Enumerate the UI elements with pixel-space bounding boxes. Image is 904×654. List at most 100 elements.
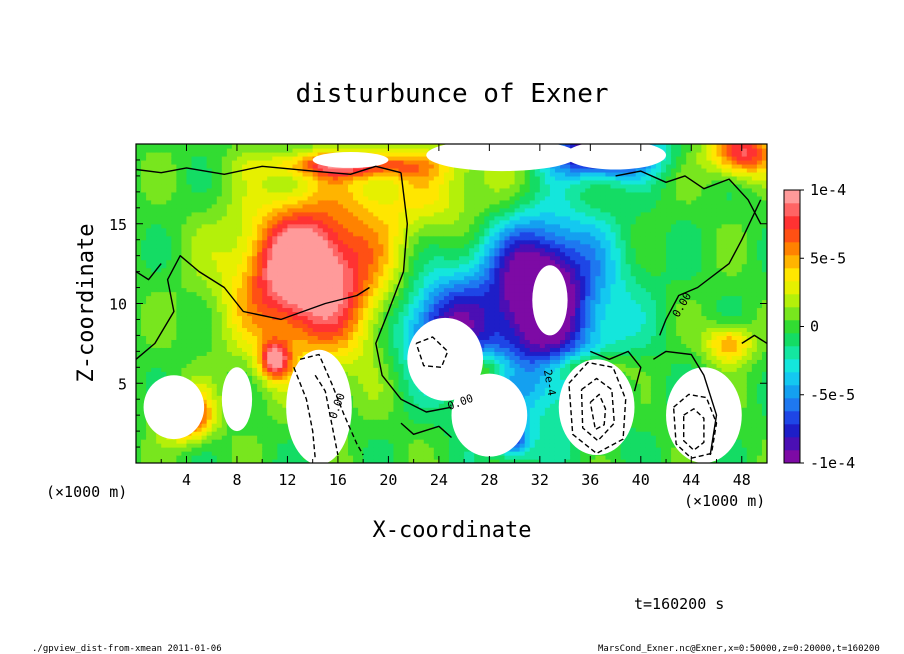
heatmap-cell — [181, 311, 188, 317]
heatmap-cell — [191, 267, 198, 273]
heatmap-cell — [262, 287, 268, 293]
heatmap-cell — [418, 159, 425, 165]
heatmap-cell — [166, 239, 172, 245]
heatmap-cell — [337, 147, 344, 153]
heatmap-cell — [267, 327, 273, 333]
heatmap-cell — [373, 167, 379, 173]
heatmap-cell — [413, 403, 420, 408]
heatmap-cell — [186, 311, 193, 317]
heatmap-cell — [161, 311, 167, 317]
heatmap-cell — [231, 443, 238, 448]
heatmap-cell — [342, 351, 349, 356]
heatmap-cell — [378, 451, 384, 456]
heatmap-cell — [398, 427, 405, 432]
heatmap-cell — [141, 275, 147, 281]
heatmap-cell — [262, 223, 268, 229]
heatmap-cell — [272, 223, 278, 229]
heatmap-cell — [191, 199, 198, 205]
heatmap-cell — [136, 283, 142, 289]
heatmap-cell — [337, 255, 344, 261]
heatmap-cell — [146, 435, 152, 440]
heatmap-cell — [201, 331, 208, 336]
heatmap-cell — [433, 291, 440, 297]
heatmap-cell — [393, 355, 400, 360]
heatmap-cell — [287, 367, 294, 372]
heatmap-cell — [257, 279, 263, 285]
heatmap-cell — [166, 179, 172, 185]
heatmap-cell — [181, 327, 188, 333]
heatmap-cell — [186, 255, 193, 261]
heatmap-cell — [277, 407, 283, 412]
heatmap-cell — [272, 215, 278, 221]
heatmap-cell — [327, 207, 334, 213]
heatmap-cell — [358, 271, 364, 277]
heatmap-cell — [221, 323, 228, 329]
heatmap-cell — [287, 447, 294, 452]
heatmap-cell — [433, 171, 440, 177]
heatmap-cell — [161, 227, 167, 233]
heatmap-cell — [262, 275, 268, 281]
heatmap-cell — [151, 207, 157, 213]
heatmap-cell — [156, 267, 162, 273]
heatmap-cell — [348, 211, 354, 217]
heatmap-cell — [383, 167, 389, 173]
heatmap-cell — [156, 279, 162, 285]
heatmap-cell — [312, 239, 319, 245]
heatmap-cell — [317, 311, 324, 317]
heatmap-cell — [196, 367, 203, 372]
heatmap-cell — [348, 351, 354, 356]
heatmap-cell — [287, 199, 294, 205]
heatmap-cell — [176, 323, 183, 329]
heatmap-cell — [307, 235, 314, 241]
heatmap-cell — [267, 271, 273, 277]
heatmap-cell — [252, 403, 258, 408]
heatmap-cell — [136, 155, 142, 161]
heatmap-cell — [438, 459, 445, 463]
heatmap-cell — [267, 283, 273, 289]
heatmap-cell — [221, 375, 228, 380]
heatmap-cell — [408, 379, 415, 384]
heatmap-cell — [282, 327, 289, 333]
heatmap-cell — [287, 343, 294, 348]
heatmap-cell — [398, 271, 405, 277]
heatmap-cell — [363, 395, 369, 400]
heatmap-cell — [206, 439, 213, 444]
heatmap-cell — [146, 279, 152, 285]
heatmap-cell — [221, 435, 228, 440]
heatmap-cell — [267, 435, 273, 440]
heatmap-cell — [332, 211, 339, 217]
heatmap-cell — [292, 451, 299, 456]
heatmap-cell — [151, 359, 157, 364]
heatmap-cell — [418, 263, 425, 269]
heatmap-cell — [428, 203, 435, 209]
heatmap-cell — [171, 287, 177, 293]
heatmap-cell — [166, 247, 172, 253]
heatmap-cell — [302, 195, 309, 201]
heatmap-cell — [272, 231, 278, 237]
heatmap-cell — [201, 415, 208, 420]
heatmap-cell — [277, 195, 283, 201]
heatmap-cell — [353, 319, 359, 325]
heatmap-cell — [428, 443, 435, 448]
heatmap-cell — [418, 223, 425, 229]
heatmap-cell — [277, 159, 283, 165]
heatmap-cell — [236, 435, 243, 440]
heatmap-cell — [317, 259, 324, 265]
heatmap-cell — [443, 167, 450, 173]
heatmap-cell — [226, 427, 233, 432]
heatmap-cell — [196, 215, 203, 221]
heatmap-cell — [267, 347, 273, 352]
heatmap-cell — [418, 175, 425, 181]
heatmap-cell — [206, 263, 213, 269]
heatmap-cell — [171, 144, 177, 149]
heatmap-cell — [443, 423, 450, 428]
heatmap-cell — [327, 144, 334, 149]
heatmap-cell — [423, 419, 430, 424]
heatmap-cell — [151, 355, 157, 360]
heatmap-cell — [136, 215, 142, 221]
heatmap-cell — [393, 435, 400, 440]
heatmap-cell — [398, 223, 405, 229]
heatmap-cell — [161, 299, 167, 305]
heatmap-cell — [403, 275, 410, 281]
heatmap-cell — [146, 163, 152, 169]
